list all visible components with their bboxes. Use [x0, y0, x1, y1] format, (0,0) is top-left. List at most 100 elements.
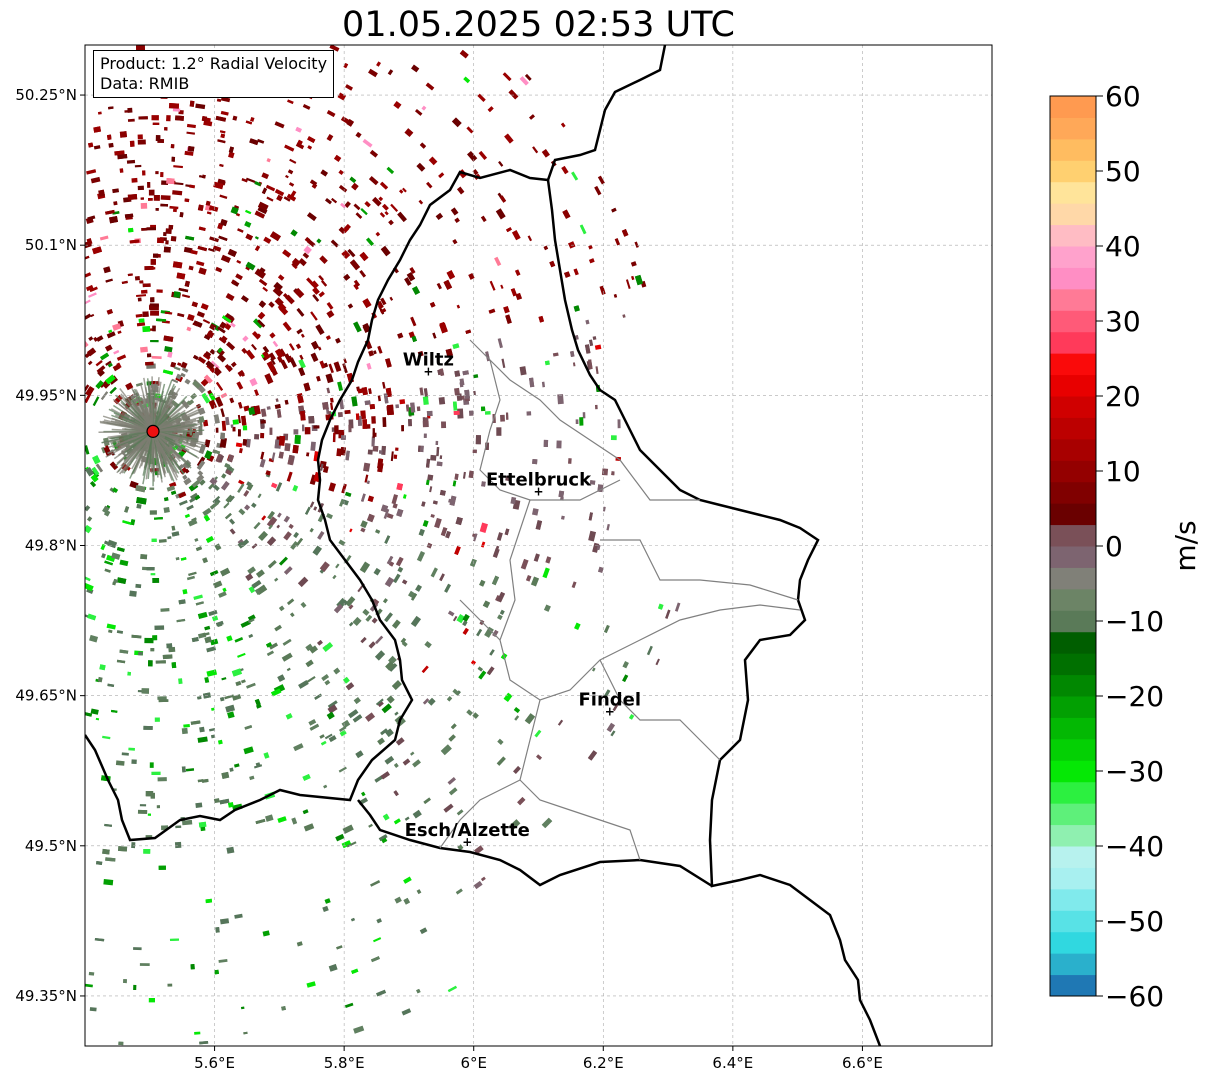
radar-gate: [204, 351, 212, 359]
radar-gate: [606, 523, 610, 531]
radar-gate: [255, 818, 266, 825]
radar-gate: [365, 237, 375, 247]
radar-gate: [373, 350, 377, 355]
radar-gate: [188, 571, 197, 576]
radar-gate: [210, 360, 220, 370]
radar-gate: [543, 439, 549, 447]
radar-gate: [482, 600, 491, 609]
radar-gate: [472, 169, 479, 176]
radar-gate: [414, 108, 423, 116]
radar-gate: [184, 150, 194, 156]
radar-gate: [312, 545, 322, 556]
radar-gate: [105, 360, 112, 366]
radar-gate: [262, 286, 269, 292]
radar-gate: [379, 181, 389, 190]
radar-gate: [138, 116, 148, 120]
radar-gate: [205, 360, 215, 370]
radar-gate: [102, 735, 111, 740]
radar-gate: [457, 186, 465, 195]
radar-gate: [153, 194, 160, 201]
radar-gate: [562, 209, 571, 219]
radar-gate: [303, 382, 311, 392]
radar-gate: [177, 463, 185, 471]
radar-gate: [570, 350, 575, 357]
radar-gate: [102, 848, 110, 855]
radar-gate: [439, 573, 445, 582]
radar-gate: [309, 645, 318, 654]
radar-gate: [552, 352, 559, 357]
radar-gate: [451, 117, 462, 128]
radar-gate: [234, 636, 244, 643]
radar-gate: [408, 331, 415, 338]
radar-gate: [225, 469, 233, 476]
radar-site-dot: [146, 424, 160, 438]
radar-gate: [319, 734, 325, 739]
radar-gate: [248, 586, 256, 594]
radar-gate: [472, 374, 479, 379]
radar-gate: [250, 116, 255, 122]
radar-gate: [448, 734, 456, 742]
canton-border: [439, 779, 521, 849]
radar-gate: [532, 459, 538, 465]
radar-gate: [274, 577, 279, 582]
radar-gate: [390, 203, 399, 213]
radar-gate: [382, 813, 390, 821]
radar-gate: [526, 411, 532, 416]
radar-gate: [330, 239, 339, 248]
radar-gate: [456, 304, 461, 309]
radar-gate: [236, 381, 244, 390]
radar-gate: [267, 560, 277, 569]
radar-gate: [386, 695, 395, 704]
radar-gate: [448, 787, 458, 796]
radar-gate: [352, 714, 363, 723]
radar-gate: [135, 583, 142, 589]
radar-gate: [254, 588, 261, 596]
radar-gate: [139, 963, 150, 966]
radar-gate: [270, 357, 276, 366]
radar-gate: [95, 380, 104, 390]
radar-gate: [362, 419, 368, 429]
radar-gate: [335, 337, 341, 344]
radar-gate: [383, 508, 390, 519]
radar-gate: [295, 537, 303, 547]
radar-gate: [138, 651, 143, 656]
radar-gate: [104, 823, 112, 827]
radar-gate: [630, 261, 637, 267]
radar-gate: [239, 371, 245, 377]
radar-gate: [517, 797, 526, 806]
radar-gate: [126, 159, 136, 164]
radar-gate: [197, 611, 208, 620]
colorbar-segment: [1050, 267, 1096, 290]
radar-gate: [204, 676, 210, 684]
radar-gate: [445, 348, 453, 357]
radar-gate: [254, 389, 259, 396]
radar-gate: [622, 314, 626, 318]
radar-gate: [167, 983, 173, 987]
radar-gate: [237, 414, 241, 424]
radar-gate: [393, 790, 399, 797]
radar-gate: [204, 636, 212, 644]
radar-gate: [584, 344, 591, 354]
radar-gate: [444, 583, 451, 593]
radar-gate: [158, 865, 166, 870]
radar-gate: [246, 682, 256, 689]
radar-gate: [240, 679, 246, 684]
radar-gate: [154, 625, 165, 631]
radar-gate: [302, 424, 305, 432]
radar-gate: [148, 197, 153, 201]
radar-gate: [283, 566, 293, 575]
radar-gate: [274, 403, 281, 410]
radar-gate: [601, 468, 609, 476]
radar-gate: [412, 759, 421, 768]
radar-gate: [475, 435, 482, 445]
radar-gate: [228, 146, 235, 154]
radar-gate: [166, 115, 171, 122]
y-tick-label: 49.65°N: [15, 687, 77, 705]
radar-gate: [240, 1006, 245, 1010]
radar-gate: [604, 689, 611, 698]
radar-gate: [397, 211, 407, 223]
radar-gate: [129, 239, 140, 244]
colorbar-tick-label: 0: [1105, 530, 1123, 563]
plot-title: 01.05.2025 02:53 UTC: [342, 5, 735, 45]
radar-gate: [242, 425, 248, 431]
